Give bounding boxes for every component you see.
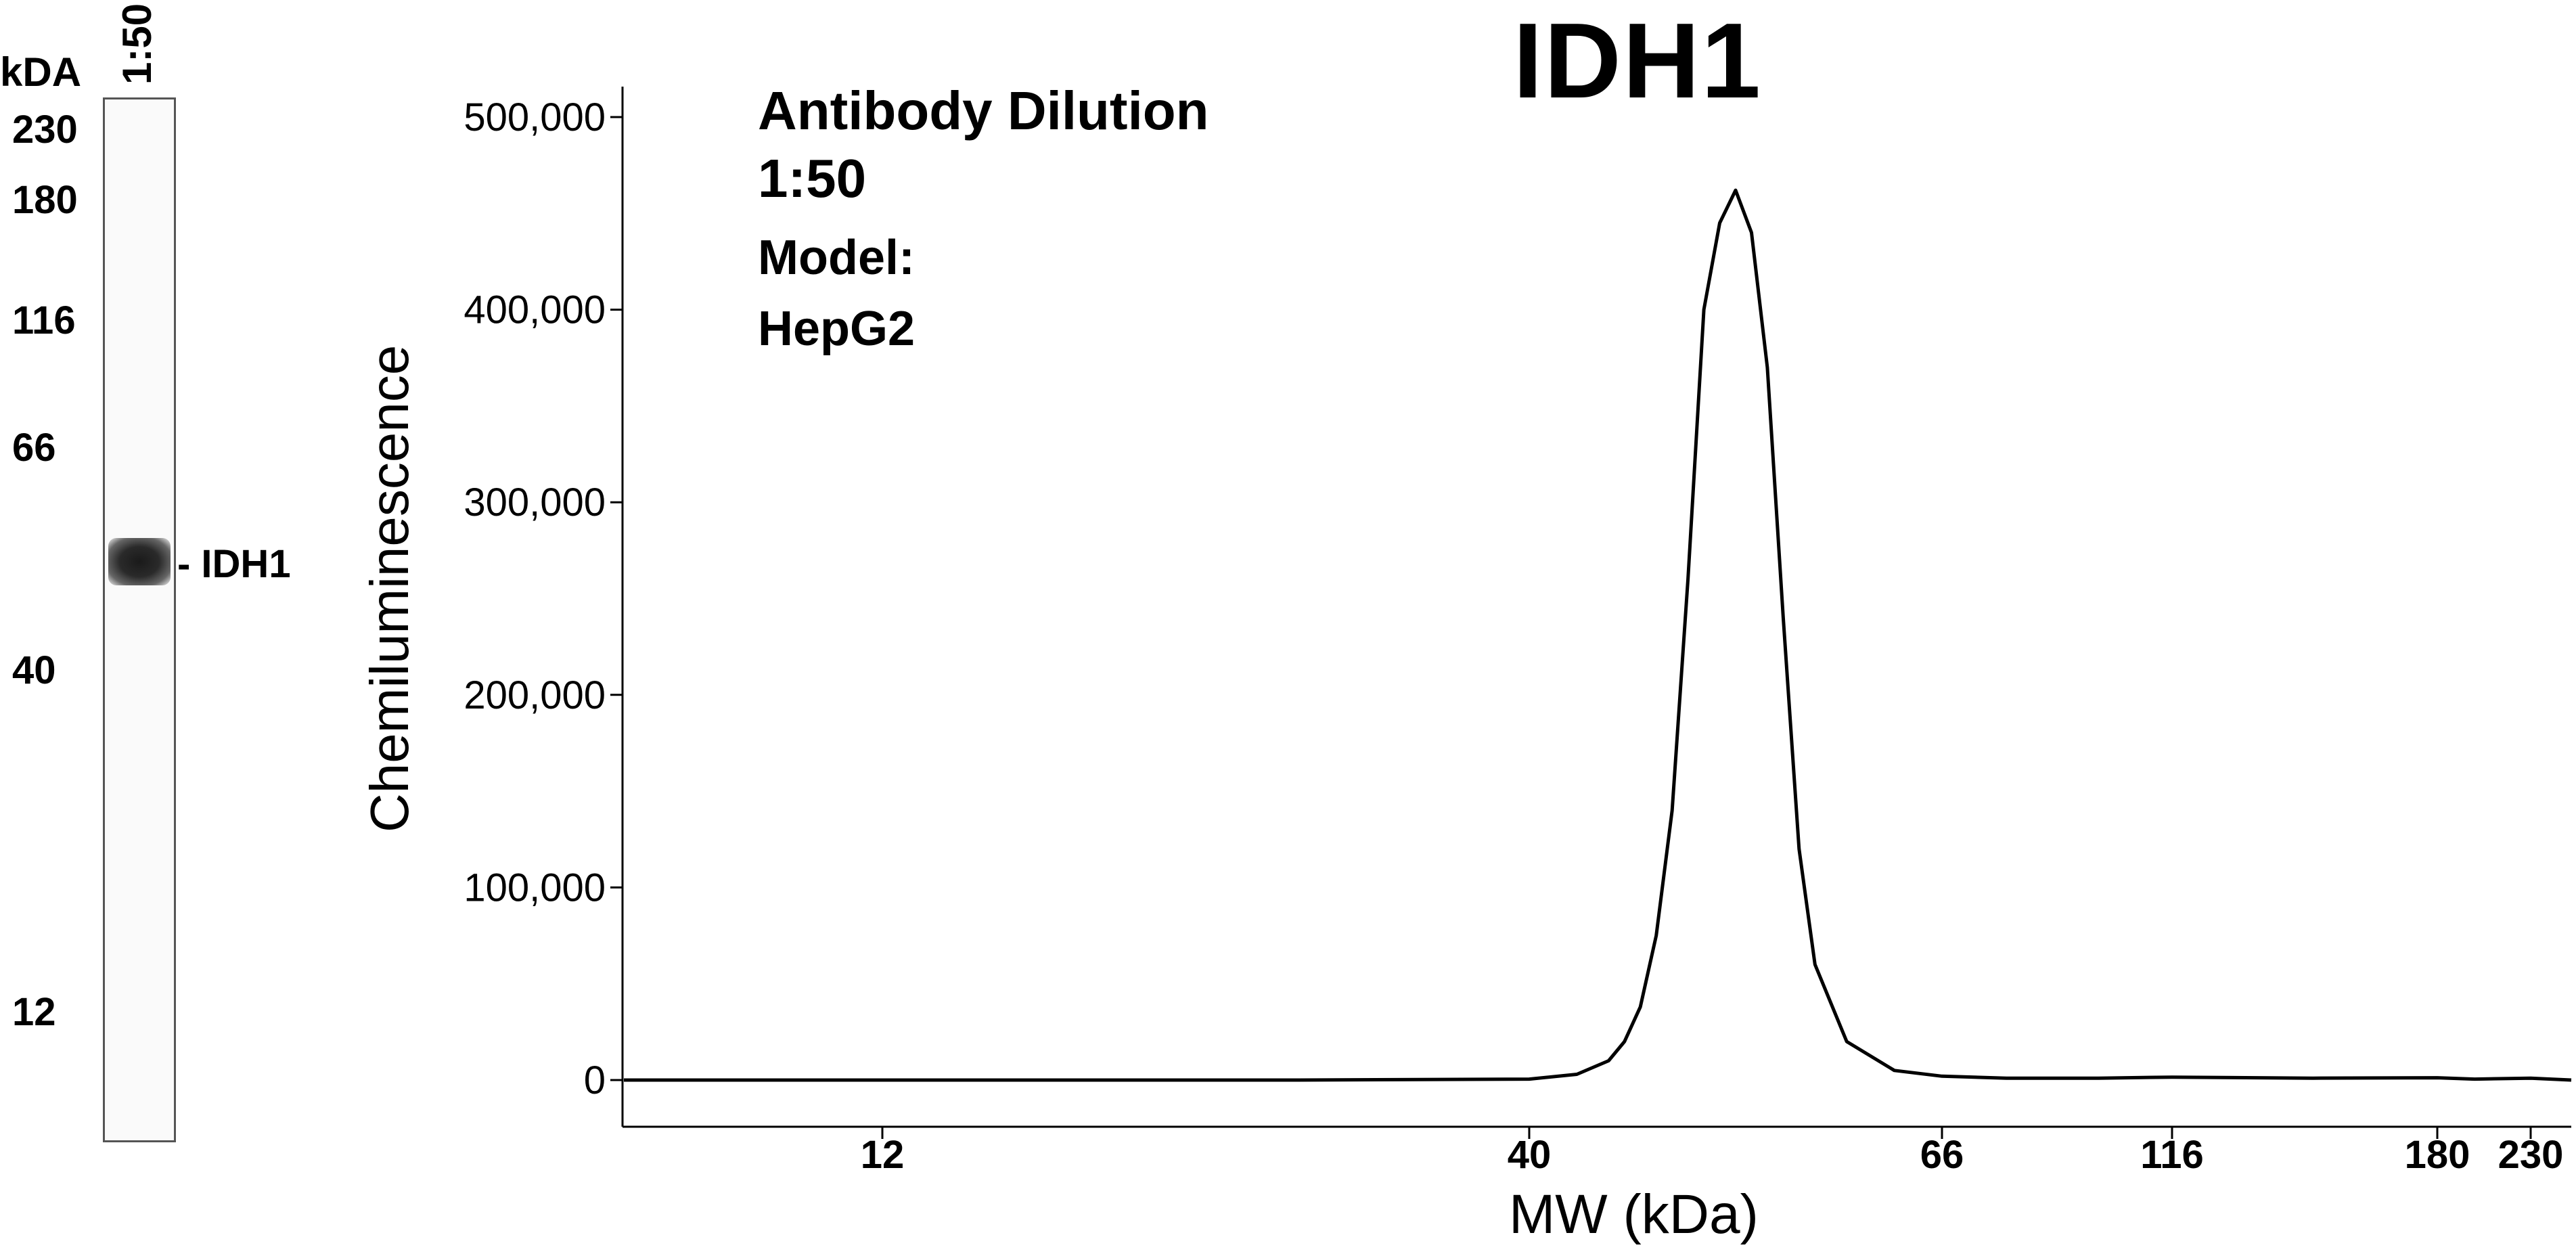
annotation-model-title: Model: [758, 231, 915, 285]
gel-unit-label: kDA [0, 49, 82, 95]
x-ticks: 12 40 66 116 180 230 [861, 1127, 2564, 1177]
x-axis-label: MW (kDa) [1509, 1184, 1759, 1245]
y-tick-label: 400,000 [464, 288, 606, 332]
series-line-idh1 [624, 188, 2572, 1082]
y-tick-label: 100,000 [464, 866, 606, 910]
y-tick-label: 500,000 [464, 95, 606, 139]
mw-marker-66: 66 [12, 426, 56, 470]
x-tick-label: 116 [2140, 1133, 2204, 1177]
y-tick-label: 300,000 [464, 480, 606, 524]
y-tick-label: 0 [584, 1058, 606, 1102]
y-tick-label: 200,000 [464, 673, 606, 717]
gel-band [108, 538, 171, 585]
annotation-dilution-value: 1:50 [758, 148, 867, 208]
y-ticks: 0 100,000 200,000 300,000 400,000 500,000 [464, 95, 623, 1102]
mw-marker-116: 116 [12, 298, 76, 342]
annotation-model-value: HepG2 [758, 302, 916, 356]
gel-lane [103, 97, 176, 1142]
mw-marker-230: 230 [12, 108, 78, 152]
x-tick-label: 66 [1920, 1133, 1964, 1177]
chart-title: IDH1 [1513, 1, 1762, 120]
mw-marker-180: 180 [12, 178, 78, 222]
mw-marker-12: 12 [12, 990, 56, 1034]
annotation-dilution-title: Antibody Dilution [758, 81, 1209, 141]
band-label: - IDH1 [177, 542, 291, 586]
x-tick-label: 180 [2405, 1133, 2470, 1177]
x-tick-label: 12 [861, 1133, 905, 1177]
x-tick-label: 40 [1508, 1133, 1552, 1177]
mw-marker-40: 40 [12, 648, 56, 692]
x-tick-label: 230 [2498, 1133, 2564, 1177]
